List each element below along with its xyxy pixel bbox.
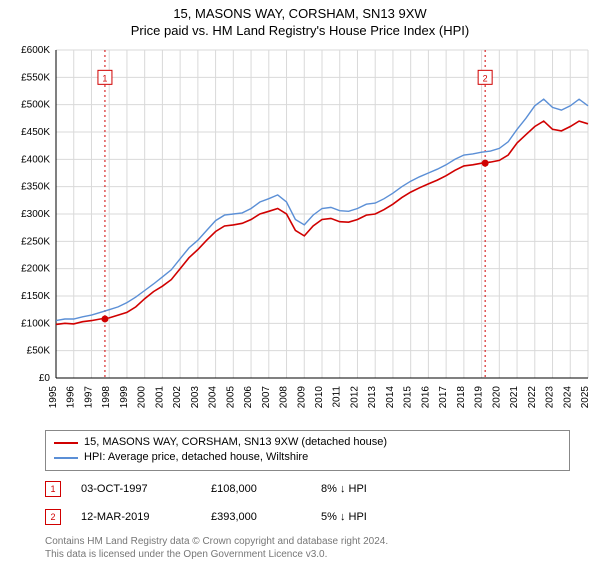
x-tick-label: 2004 [208,386,219,409]
x-tick-label: 2016 [420,386,431,409]
x-tick-label: 2011 [332,386,343,408]
y-tick-label: £150K [21,291,50,302]
chart-svg: £0 £50K £100K £150K £200K £250K £300K £350K £400… [0,42,600,422]
x-tick-label: 1996 [66,386,77,409]
legend-swatch [54,442,78,444]
x-tick-label: 2024 [562,386,573,409]
x-tick-label: 2018 [456,386,467,409]
x-tick-label: 2025 [580,386,591,409]
y-tick-label: £300K [21,209,50,220]
legend: 15, MASONS WAY, CORSHAM, SN13 9XW (detac… [45,430,570,471]
event-marker-number: 1 [102,73,107,83]
x-tick-label: 2020 [491,386,502,409]
legend-row: HPI: Average price, detached house, Wilt… [54,450,561,465]
x-tick-label: 2007 [261,386,272,409]
event-dot [482,160,489,167]
titles: 15, MASONS WAY, CORSHAM, SN13 9XW Price … [0,0,600,42]
y-tick-label: £550K [21,72,50,83]
x-tick-label: 2009 [296,386,307,409]
y-tick-label: £50K [27,346,51,357]
title-line1: 15, MASONS WAY, CORSHAM, SN13 9XW [0,6,600,21]
legend-swatch [54,457,78,459]
event-marker: 2 [45,509,61,525]
x-tick-label: 2000 [137,386,148,409]
legend-label: 15, MASONS WAY, CORSHAM, SN13 9XW (detac… [84,435,387,450]
x-tick-label: 2023 [545,386,556,409]
event-row: 2 12-MAR-2019 £393,000 5% ↓ HPI [45,503,570,531]
chart: £0 £50K £100K £150K £200K £250K £300K £350K £400… [0,42,600,422]
y-tick-label: £250K [21,236,50,247]
event-price: £393,000 [211,511,301,523]
x-tick-label: 2022 [527,386,538,409]
y-tick-label: £200K [21,264,50,275]
x-tick-label: 2010 [314,386,325,409]
x-tick-label: 1995 [48,386,59,409]
x-tick-label: 1997 [83,386,94,409]
legend-row: 15, MASONS WAY, CORSHAM, SN13 9XW (detac… [54,435,561,450]
y-tick-label: £600K [21,45,50,56]
footer: Contains HM Land Registry data © Crown c… [45,535,570,561]
x-tick-label: 2008 [279,386,290,409]
x-tick-label: 2014 [385,386,396,409]
y-tick-label: £350K [21,182,50,193]
event-dot [101,315,108,322]
y-tick-label: £0 [39,373,51,384]
event-pct: 5% ↓ HPI [321,511,431,523]
event-pct: 8% ↓ HPI [321,483,431,495]
footer-line1: Contains HM Land Registry data © Crown c… [45,535,570,548]
event-marker: 1 [45,481,61,497]
event-date: 03-OCT-1997 [81,483,191,495]
y-tick-label: £450K [21,127,50,138]
title-line2: Price paid vs. HM Land Registry's House … [0,23,600,38]
event-price: £108,000 [211,483,301,495]
y-tick-label: £400K [21,154,50,165]
event-marker-number: 2 [483,73,488,83]
event-row: 1 03-OCT-1997 £108,000 8% ↓ HPI [45,475,570,503]
x-tick-label: 2002 [172,386,183,409]
x-tick-label: 2001 [154,386,165,409]
y-tick-label: £100K [21,318,50,329]
x-tick-label: 2005 [225,386,236,409]
x-tick-label: 2006 [243,386,254,409]
y-tick-label: £500K [21,100,50,111]
x-tick-label: 1999 [119,386,130,409]
x-tick-label: 1998 [101,386,112,409]
footer-line2: This data is licensed under the Open Gov… [45,548,570,561]
x-tick-label: 2003 [190,386,201,409]
x-tick-label: 2012 [349,386,360,409]
legend-label: HPI: Average price, detached house, Wilt… [84,450,308,465]
x-tick-label: 2019 [474,386,485,409]
event-date: 12-MAR-2019 [81,511,191,523]
x-tick-label: 2017 [438,386,449,409]
x-tick-label: 2015 [403,386,414,409]
x-tick-label: 2021 [509,386,520,409]
chart-container: 15, MASONS WAY, CORSHAM, SN13 9XW Price … [0,0,600,561]
events-list: 1 03-OCT-1997 £108,000 8% ↓ HPI 2 12-MAR-2019… [45,475,570,531]
x-tick-label: 2013 [367,386,378,409]
